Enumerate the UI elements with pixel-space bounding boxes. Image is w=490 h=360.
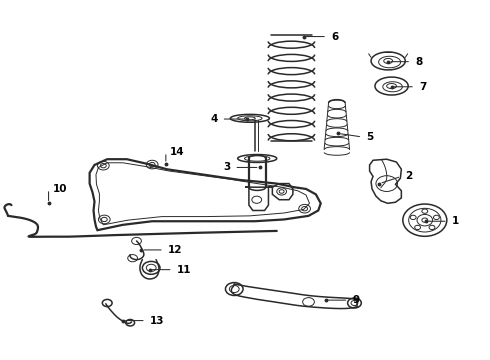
Text: 7: 7 — [419, 82, 426, 92]
Text: 13: 13 — [150, 316, 164, 325]
Text: 5: 5 — [366, 132, 373, 142]
Text: 8: 8 — [415, 57, 422, 67]
Text: 9: 9 — [352, 295, 360, 305]
Text: 6: 6 — [331, 32, 338, 41]
Text: 14: 14 — [170, 147, 184, 157]
Text: 12: 12 — [168, 245, 182, 255]
Text: 4: 4 — [210, 114, 218, 124]
Text: 3: 3 — [223, 162, 230, 172]
Text: 10: 10 — [52, 184, 67, 194]
Text: 2: 2 — [405, 171, 413, 181]
Text: 11: 11 — [176, 265, 191, 275]
Text: 1: 1 — [452, 216, 459, 226]
